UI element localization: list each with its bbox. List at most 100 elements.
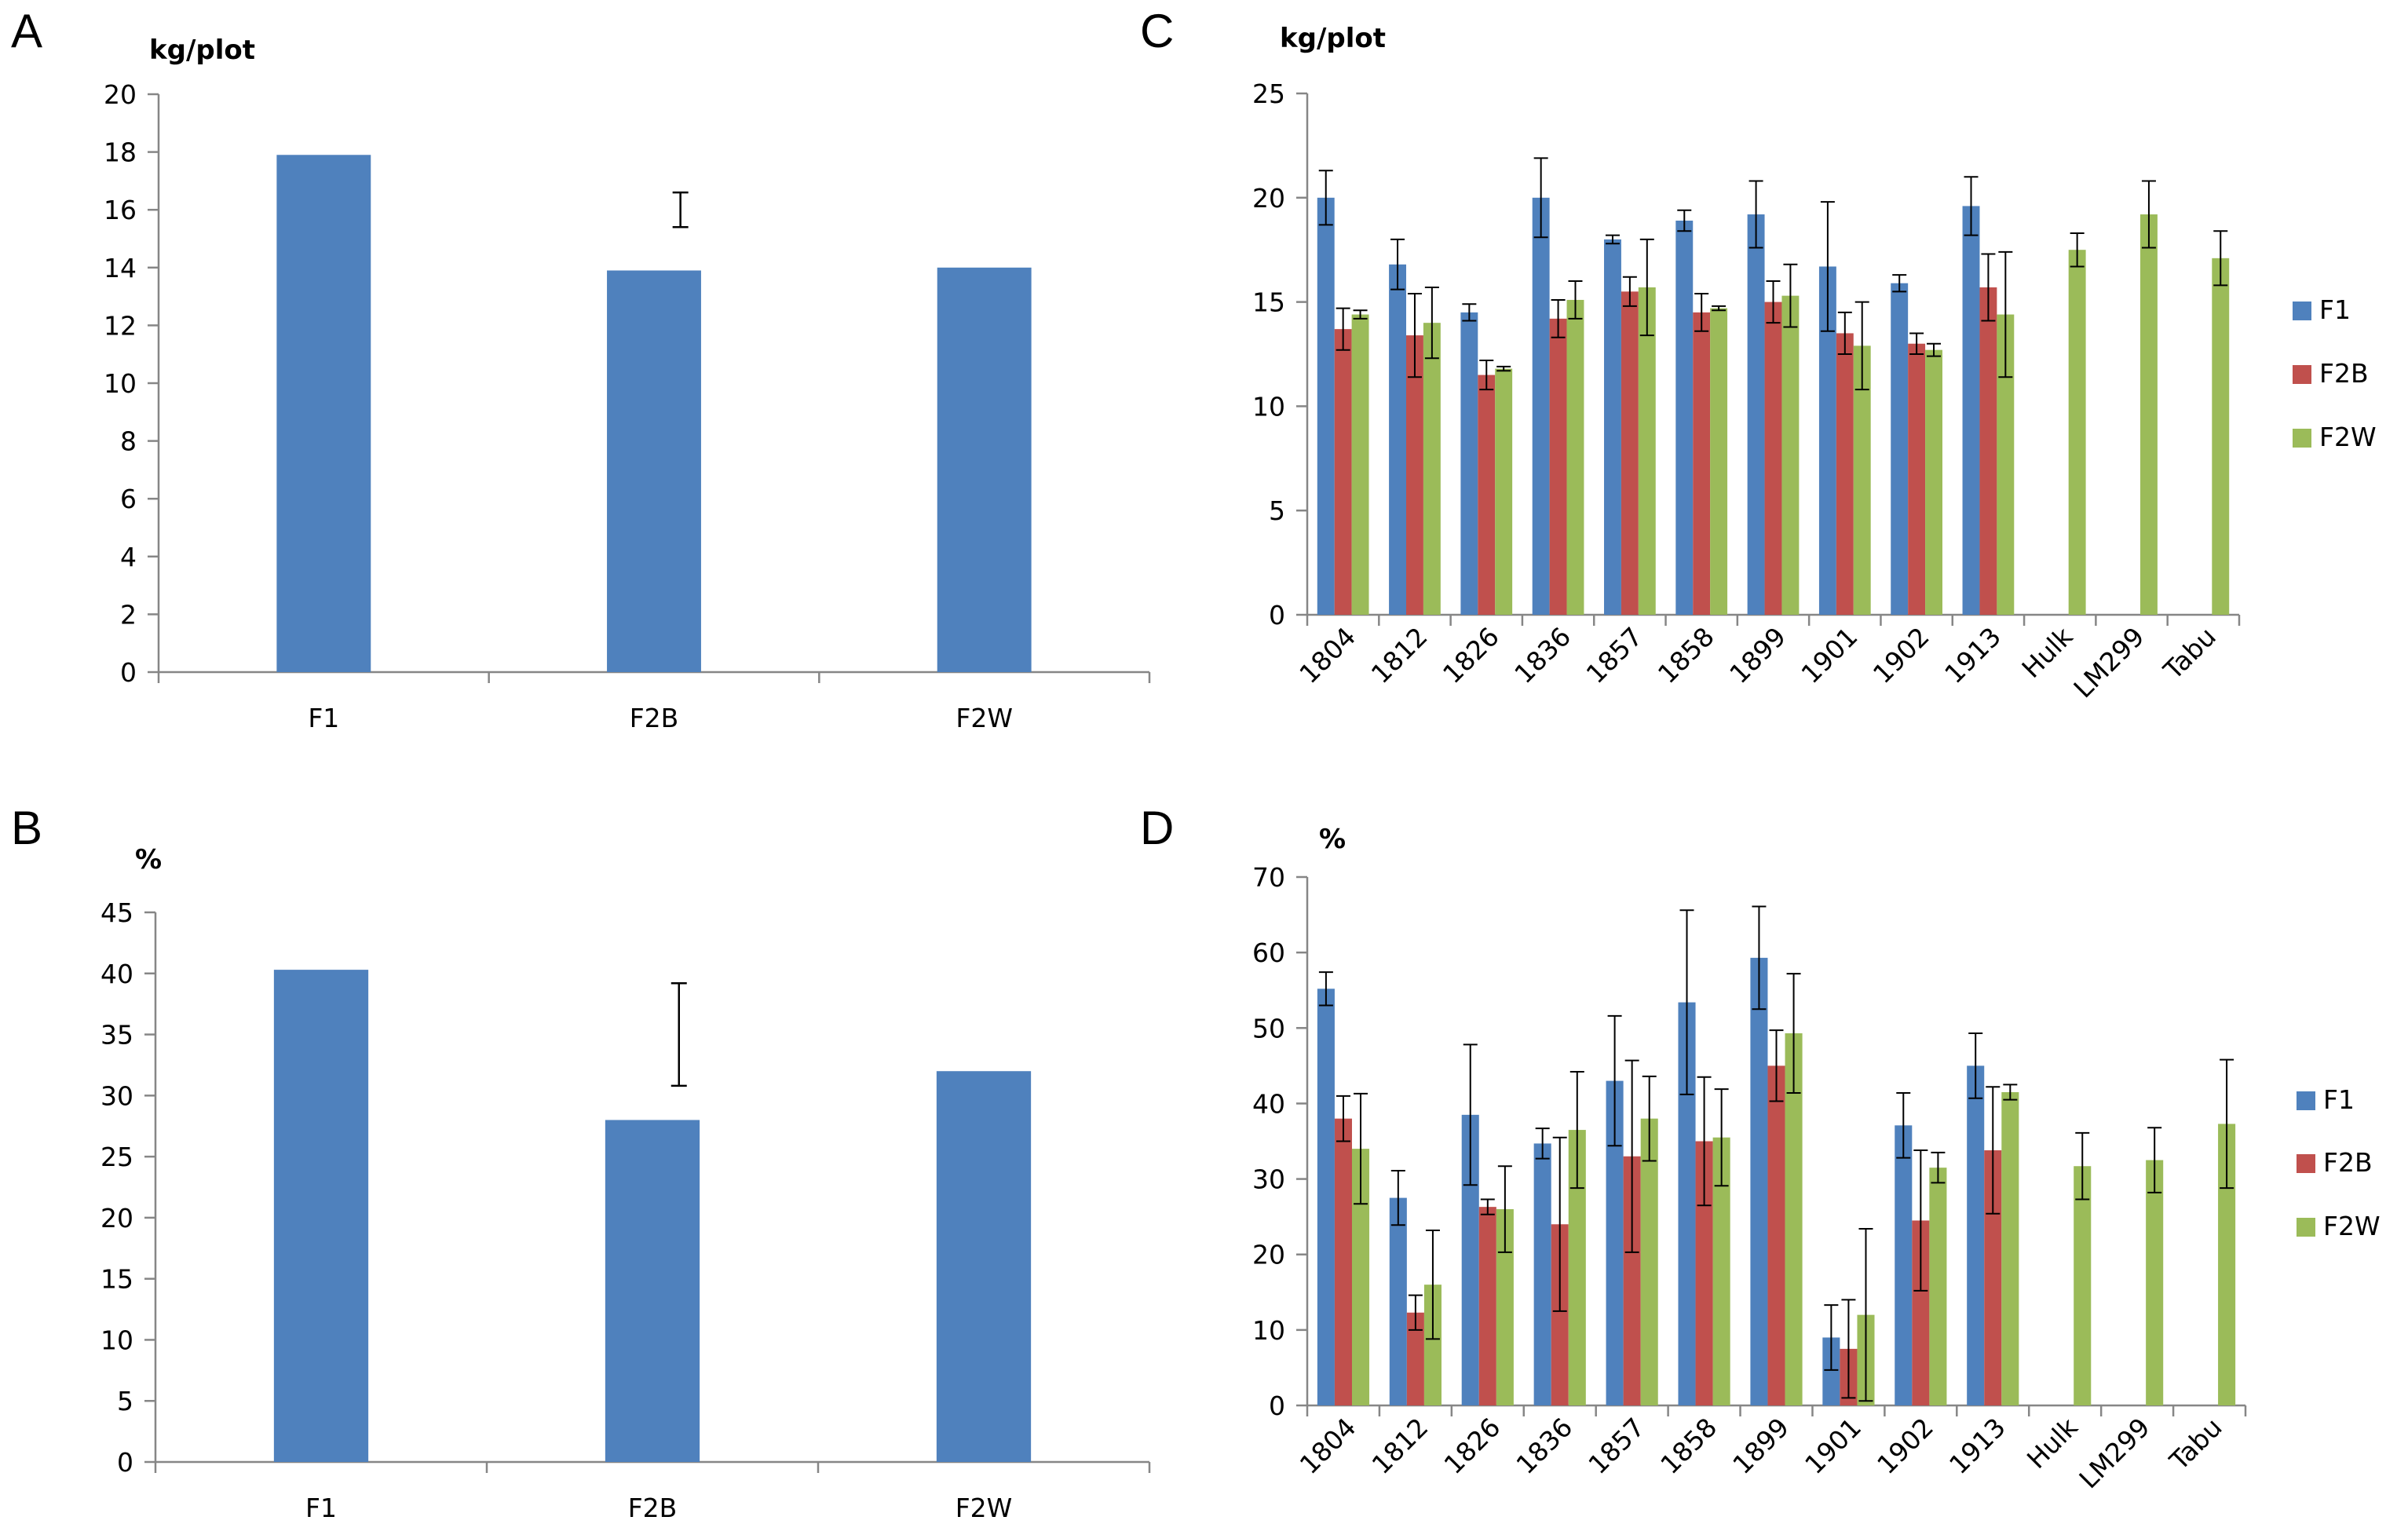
x-category-label-c: 1913 — [1938, 621, 2007, 689]
panel-label-a: A — [11, 5, 42, 57]
bar-c-lm299-f2w — [2139, 214, 2158, 615]
bar-d-1804-f2w — [1351, 1149, 1370, 1405]
x-category-label-c: 1804 — [1293, 621, 1361, 689]
bar-a-f1 — [276, 155, 371, 672]
bar-c-1812-f2w — [1423, 323, 1441, 615]
x-category-label-c: 1812 — [1365, 621, 1434, 689]
bar-c-1804-f1 — [1317, 197, 1335, 616]
x-category-label-c: Hulk — [2015, 620, 2079, 684]
x-category-label-d: LM299 — [2074, 1412, 2156, 1494]
bar-c-1902-f2b — [1908, 343, 1926, 615]
y-unit-label-b: % — [135, 844, 162, 875]
bar-d-1857-f1 — [1606, 1080, 1624, 1405]
bar-a-f2b — [607, 270, 701, 672]
bar-c-1858-f2w — [1710, 308, 1728, 615]
panel-label-c: C — [1140, 5, 1174, 57]
bar-c-1913-f1 — [1962, 206, 1980, 615]
y-tick-label-b: 5 — [117, 1386, 133, 1416]
bar-c-1858-f2b — [1693, 312, 1711, 615]
x-category-label-b: F2B — [628, 1493, 678, 1523]
bar-d-1812-f2w — [1423, 1285, 1442, 1405]
y-tick-label-a: 16 — [104, 195, 137, 225]
x-category-label-d: 1804 — [1294, 1412, 1362, 1480]
legend-swatch-d-f2w — [2297, 1218, 2315, 1237]
bar-d-1826-f2w — [1496, 1209, 1514, 1405]
x-category-label-a: F1 — [308, 703, 339, 733]
bar-c-1857-f2w — [1638, 287, 1656, 615]
bar-b-f2w — [936, 1071, 1032, 1462]
bar-c-1913-f2b — [1979, 287, 1997, 615]
y-tick-label-d: 60 — [1252, 937, 1285, 968]
legend-label-d-f2b: F2B — [2323, 1147, 2373, 1178]
y-tick-label-b: 35 — [100, 1020, 133, 1051]
bar-c-1899-f1 — [1747, 214, 1765, 615]
legend-swatch-d-f2b — [2297, 1154, 2315, 1173]
panel-label-b: B — [11, 802, 42, 854]
x-category-label-b: F1 — [305, 1493, 337, 1523]
bar-d-1857-f2b — [1623, 1156, 1641, 1405]
y-tick-label-a: 18 — [104, 137, 137, 168]
y-tick-label-d: 40 — [1252, 1088, 1285, 1119]
legend-swatch-c-f1 — [2293, 302, 2311, 320]
bar-c-1857-f1 — [1604, 239, 1621, 615]
bar-c-1826-f1 — [1460, 312, 1478, 615]
y-tick-label-d: 20 — [1252, 1240, 1285, 1270]
bar-c-1901-f2b — [1836, 333, 1854, 615]
y-tick-label-a: 0 — [120, 657, 137, 688]
bar-c-1836-f2w — [1566, 299, 1584, 615]
bar-c-1812-f1 — [1389, 264, 1407, 615]
bar-d-1913-f2w — [2001, 1092, 2019, 1405]
x-category-label-d: 1857 — [1582, 1412, 1650, 1480]
y-tick-label-b: 25 — [100, 1142, 133, 1172]
y-tick-label-b: 45 — [100, 897, 133, 928]
bar-c-1812-f2b — [1406, 335, 1423, 615]
bar-d-1913-f1 — [1967, 1065, 1985, 1405]
bar-d-1826-f2b — [1478, 1207, 1496, 1405]
y-tick-label-d: 10 — [1252, 1315, 1285, 1346]
y-tick-label-b: 15 — [100, 1264, 133, 1295]
y-tick-label-b: 0 — [117, 1447, 133, 1478]
bar-d-1858-f1 — [1678, 1002, 1696, 1405]
legend-swatch-d-f1 — [2297, 1091, 2315, 1110]
bar-b-f2b — [605, 1120, 700, 1462]
x-category-label-a: F2B — [630, 703, 679, 733]
legend-label-c-f1: F1 — [2319, 294, 2351, 325]
legend-swatch-c-f2w — [2293, 429, 2311, 448]
x-category-label-d: 1836 — [1510, 1412, 1578, 1480]
x-category-label-d: Hulk — [2021, 1411, 2085, 1475]
x-category-label-c: 1858 — [1652, 621, 1720, 689]
bar-c-1902-f1 — [1891, 283, 1909, 615]
bar-d-1899-f2w — [1785, 1033, 1803, 1405]
bar-c-1899-f2b — [1764, 302, 1782, 615]
y-tick-label-c: 5 — [1269, 495, 1285, 526]
x-category-label-d: 1812 — [1366, 1412, 1434, 1480]
x-category-label-d: Tabu — [2163, 1412, 2228, 1477]
y-tick-label-c: 10 — [1252, 391, 1285, 422]
bar-c-1804-f2w — [1351, 314, 1369, 615]
y-tick-label-a: 4 — [120, 542, 137, 572]
y-tick-label-b: 20 — [100, 1203, 133, 1233]
y-tick-label-a: 20 — [104, 79, 137, 110]
bar-d-1902-f2w — [1929, 1168, 1947, 1405]
bar-d-1899-f1 — [1750, 957, 1768, 1405]
bar-d-1812-f1 — [1389, 1197, 1407, 1405]
bar-d-1858-f2b — [1695, 1141, 1713, 1405]
bar-d-1857-f2w — [1640, 1118, 1658, 1405]
bar-d-1812-f2b — [1406, 1312, 1424, 1405]
legend-label-c-f2w: F2W — [2319, 422, 2377, 452]
x-category-label-c: 1902 — [1867, 621, 1935, 689]
bar-d-1836-f2w — [1568, 1130, 1586, 1405]
bar-c-1858-f1 — [1675, 221, 1694, 615]
bar-c-1826-f2w — [1495, 368, 1513, 615]
bar-d-tabu-f2w — [2218, 1124, 2236, 1405]
y-tick-label-b: 40 — [100, 959, 133, 989]
y-tick-label-b: 10 — [100, 1325, 133, 1355]
y-tick-label-d: 0 — [1269, 1391, 1285, 1421]
x-category-label-c: 1899 — [1723, 621, 1792, 689]
x-category-label-c: Tabu — [2157, 621, 2222, 686]
y-tick-label-c: 25 — [1252, 79, 1285, 109]
y-tick-label-d: 30 — [1252, 1164, 1285, 1195]
x-category-label-c: 1826 — [1437, 621, 1505, 689]
y-tick-label-c: 0 — [1269, 600, 1285, 630]
